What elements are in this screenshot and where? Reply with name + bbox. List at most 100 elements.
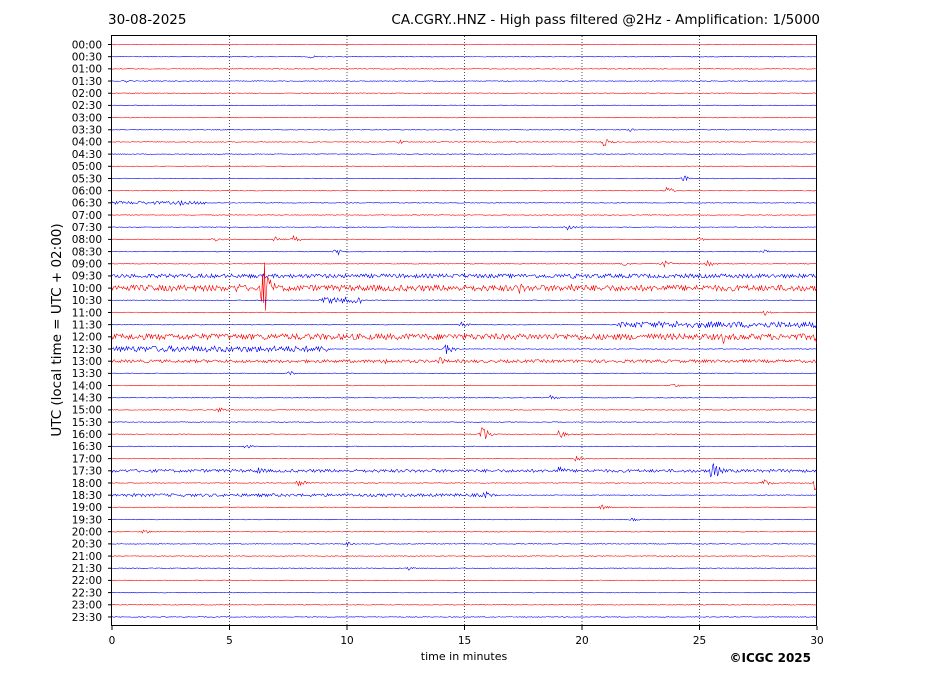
- x-tick-label-30: 30: [810, 635, 823, 647]
- y-tick-label-23:30: 23:30: [72, 612, 102, 624]
- y-tick-label-15:30: 15:30: [72, 417, 102, 429]
- trace-row-01:30: [111, 80, 817, 83]
- trace-row-16:00: [111, 427, 817, 440]
- trace-row-05:30: [111, 175, 817, 182]
- y-tick-label-01:30: 01:30: [72, 76, 102, 88]
- trace-row-23:30: [111, 616, 817, 618]
- trace-row-21:30: [111, 566, 817, 571]
- y-tick-label-14:00: 14:00: [72, 380, 102, 392]
- trace-row-12:30: [111, 344, 817, 355]
- trace-row-04:30: [111, 153, 817, 155]
- trace-row-05:00: [111, 165, 817, 167]
- trace-row-16:30: [111, 444, 817, 449]
- trace-row-15:30: [111, 421, 817, 423]
- y-tick-label-00:00: 00:00: [72, 39, 102, 51]
- y-tick-label-22:30: 22:30: [72, 587, 102, 599]
- trace-row-06:30: [111, 200, 817, 207]
- trace-row-09:30: [111, 272, 817, 280]
- y-tick-label-09:30: 09:30: [72, 271, 102, 283]
- trace-row-00:30: [111, 55, 817, 59]
- trace-row-13:30: [111, 371, 817, 376]
- y-tick-label-18:00: 18:00: [72, 478, 102, 490]
- y-axis-label: UTC (local time = UTC + 02:00): [49, 223, 65, 437]
- y-tick-label-12:00: 12:00: [72, 332, 102, 344]
- y-tick-label-04:00: 04:00: [72, 137, 102, 149]
- trace-row-19:30: [111, 517, 817, 522]
- y-tick-label-08:30: 08:30: [72, 246, 102, 258]
- y-tick-label-09:00: 09:00: [72, 259, 102, 271]
- trace-row-22:30: [111, 591, 817, 594]
- y-tick-label-03:30: 03:30: [72, 125, 102, 137]
- date-label: 30-08-2025: [108, 12, 187, 28]
- trace-rows: [111, 43, 817, 618]
- trace-row-10:00: [111, 262, 817, 311]
- x-tick-label-25: 25: [693, 635, 706, 647]
- y-tick-label-10:00: 10:00: [72, 283, 102, 295]
- x-axis-label: time in minutes: [420, 650, 508, 663]
- trace-row-11:30: [111, 320, 817, 329]
- trace-row-21:00: [111, 555, 817, 557]
- y-tick-label-10:30: 10:30: [72, 295, 102, 307]
- y-tick-label-11:30: 11:30: [72, 319, 102, 331]
- y-tick-label-08:00: 08:00: [72, 234, 102, 246]
- y-tick-label-01:00: 01:00: [72, 64, 102, 76]
- trace-row-20:00: [111, 529, 817, 534]
- trace-row-14:00: [111, 384, 817, 387]
- trace-row-22:00: [111, 579, 817, 582]
- trace-row-17:30: [111, 463, 817, 478]
- y-tick-label-21:30: 21:30: [72, 563, 102, 575]
- trace-row-17:00: [111, 456, 817, 462]
- y-tick-label-15:00: 15:00: [72, 405, 102, 417]
- trace-row-19:00: [111, 504, 817, 510]
- trace-row-12:00: [111, 332, 817, 344]
- x-tick-label-5: 5: [226, 635, 233, 647]
- y-tick-label-03:00: 03:00: [72, 112, 102, 124]
- vertical-grid: [229, 36, 700, 626]
- trace-row-18:00: [111, 479, 817, 491]
- trace-row-18:30: [111, 490, 817, 499]
- plot-frame: [111, 35, 817, 626]
- y-tick-label-19:30: 19:30: [72, 514, 102, 526]
- y-tick-label-12:30: 12:30: [72, 344, 102, 356]
- y-tick-label-13:00: 13:00: [72, 356, 102, 368]
- y-tick-label-16:00: 16:00: [72, 429, 102, 441]
- trace-row-00:00: [111, 43, 817, 46]
- copyright-label: ©ICGC 2025: [729, 651, 811, 665]
- y-tick-label-04:30: 04:30: [72, 149, 102, 161]
- y-tick-label-14:30: 14:30: [72, 393, 102, 405]
- y-tick-label-11:00: 11:00: [72, 307, 102, 319]
- x-tick-label-15: 15: [458, 635, 471, 647]
- y-tick-label-07:00: 07:00: [72, 210, 102, 222]
- y-tick-label-18:30: 18:30: [72, 490, 102, 502]
- y-tick-label-07:30: 07:30: [72, 222, 102, 234]
- y-tick-label-21:00: 21:00: [72, 551, 102, 563]
- trace-row-03:00: [111, 116, 817, 119]
- trace-row-06:00: [111, 186, 817, 192]
- x-tick-labels: 0 5 10 15 20 25 30: [109, 626, 824, 647]
- y-tick-label-17:00: 17:00: [72, 453, 102, 465]
- trace-row-04:00: [111, 139, 817, 147]
- chart-title: CA.CGRY..HNZ - High pass filtered @2Hz -…: [391, 12, 820, 28]
- y-tick-label-02:30: 02:30: [72, 100, 102, 112]
- y-tick-label-17:30: 17:30: [72, 466, 102, 478]
- trace-row-23:00: [112, 604, 817, 606]
- y-tick-label-02:00: 02:00: [72, 88, 102, 100]
- trace-row-08:30: [111, 249, 817, 256]
- trace-row-02:30: [111, 104, 817, 107]
- x-tick-label-20: 20: [575, 635, 588, 647]
- y-tick-label-20:30: 20:30: [72, 539, 102, 551]
- x-tick-label-10: 10: [340, 635, 353, 647]
- trace-row-07:00: [111, 214, 817, 216]
- trace-row-03:30: [111, 128, 817, 132]
- trace-row-15:00: [111, 407, 817, 413]
- y-tick-label-05:30: 05:30: [72, 173, 102, 185]
- y-tick-label-23:00: 23:00: [72, 600, 102, 612]
- x-tick-label-0: 0: [109, 635, 116, 647]
- trace-row-09:00: [111, 259, 817, 268]
- trace-row-20:30: [111, 541, 817, 547]
- trace-row-08:00: [111, 235, 817, 242]
- y-tick-label-06:00: 06:00: [72, 185, 102, 197]
- y-tick-label-13:30: 13:30: [72, 368, 102, 380]
- y-tick-label-05:00: 05:00: [72, 161, 102, 173]
- y-tick-label-20:00: 20:00: [72, 527, 102, 539]
